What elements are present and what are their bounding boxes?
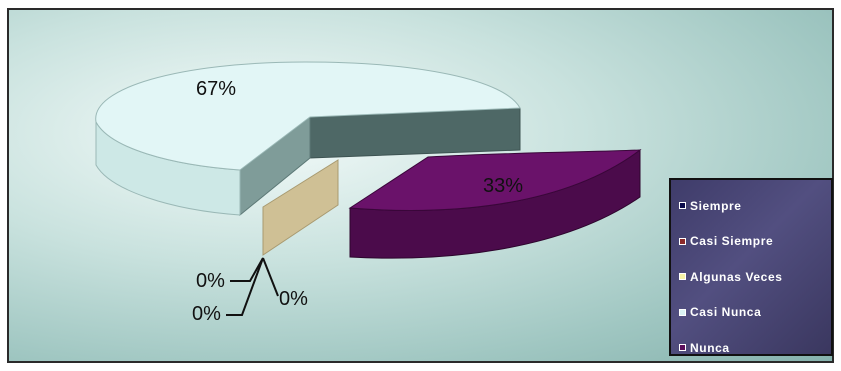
legend-item: Casi Siempre [679, 224, 831, 260]
legend-label: Siempre [690, 198, 742, 213]
data-label-siempre: 0% [196, 270, 225, 292]
leader-line-1 [230, 257, 264, 282]
legend-swatch [679, 273, 686, 281]
legend-swatch [679, 237, 686, 245]
legend-swatch [679, 344, 686, 352]
legend-label: Casi Siempre [690, 234, 774, 249]
legend-item: Algunas Veces [679, 259, 831, 295]
legend-item: Nunca [679, 330, 831, 366]
legend-item: Casi Nunca [679, 295, 831, 331]
data-label-casi-nunca: 67% [196, 78, 236, 100]
legend-swatch [679, 308, 686, 316]
legend-swatch [679, 202, 686, 210]
slice-casi-nunca [95, 61, 521, 171]
leader-line-3 [262, 257, 279, 297]
data-label-casi-siempre: 0% [192, 303, 221, 325]
legend-item: Siempre [679, 188, 831, 224]
slice-nunca [348, 149, 642, 211]
legend-label: Casi Nunca [690, 305, 762, 320]
data-label-algunas-veces: 0% [279, 288, 308, 310]
legend-label: Algunas Veces [690, 269, 783, 284]
leader-line-2 [226, 257, 264, 316]
chart-legend: Siempre Casi Siempre Algunas Veces Casi Nun… [669, 178, 833, 356]
data-label-nunca: 33% [483, 175, 523, 197]
legend-label: Nunca [690, 340, 730, 355]
slice-algunas-veces [262, 159, 339, 256]
